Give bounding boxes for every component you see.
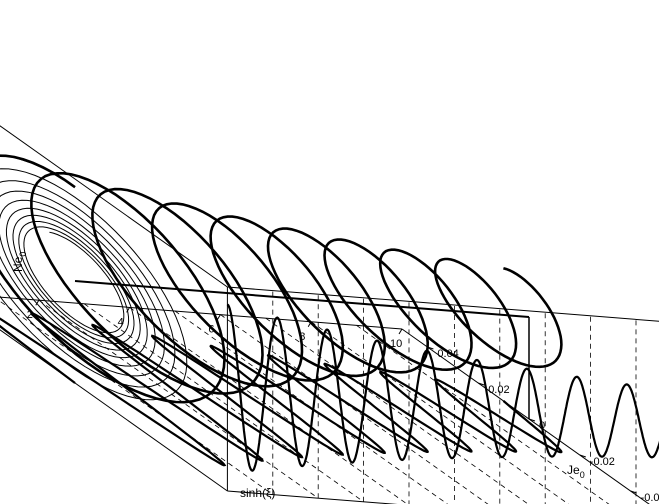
x-tick-mark (35, 299, 40, 306)
x-tick-mark (307, 321, 312, 328)
floor-guide-line (265, 317, 529, 504)
side-wall-spiral (0, 154, 188, 401)
back-wall-top-edge (227, 286, 659, 322)
x-tick-label: 4 (118, 316, 124, 328)
y-tick-mark (528, 418, 536, 422)
y-tick-mark (579, 454, 586, 458)
floor-guide-line (220, 314, 489, 504)
y-tick-label: -0.02 (590, 456, 615, 468)
floor-guide-line (38, 299, 319, 499)
data-curves (0, 154, 659, 472)
floor-guide-line (174, 310, 449, 504)
y-axis-label-main: Je (567, 463, 580, 477)
y-tick-label: 0.04 (437, 348, 458, 360)
z-axis-label: Ne0 (11, 252, 28, 272)
x-tick-mark (398, 328, 403, 335)
floor-projection (0, 311, 563, 467)
side-wall-top-edge (0, 125, 228, 288)
floor-guide-line (356, 325, 610, 504)
y-axis-label-sub: 0 (580, 470, 585, 480)
back-wall-floor-edge (227, 490, 398, 504)
tick-labels: 0246810-0.04-0.0200.020.040.040.020-0.02… (27, 299, 659, 504)
y-tick-label: 0.02 (488, 384, 509, 396)
floor-guide-line (310, 321, 569, 504)
floor-guide-line (129, 307, 408, 504)
z-axis-label-sub: 0 (18, 252, 28, 257)
helix-axis-line (74, 280, 530, 318)
floor-guide-line (0, 300, 274, 495)
y-tick-mark (478, 382, 485, 386)
y-axis-label: Je0 (567, 463, 585, 480)
x-tick-label: 10 (390, 338, 402, 350)
x-tick-label: 6 (208, 324, 214, 336)
x-tick-label: 8 (299, 331, 305, 343)
x-tick-mark (216, 314, 221, 320)
y-tick-mark (630, 490, 637, 494)
side-wall-floor-edge (0, 329, 228, 492)
y-tick-label: -0.04 (641, 492, 659, 504)
y-tick-mark (427, 346, 434, 350)
x-tick-label: 2 (27, 309, 33, 321)
helix-trajectory (0, 154, 563, 404)
x-axis-label: sinh(ξ) (240, 486, 275, 500)
back-wall-projection (226, 303, 659, 472)
z-axis-label-main: Ne (11, 256, 25, 272)
y-tick-label: 0 (539, 420, 545, 432)
x-tick-mark (126, 307, 131, 313)
axes-box (0, 125, 659, 504)
